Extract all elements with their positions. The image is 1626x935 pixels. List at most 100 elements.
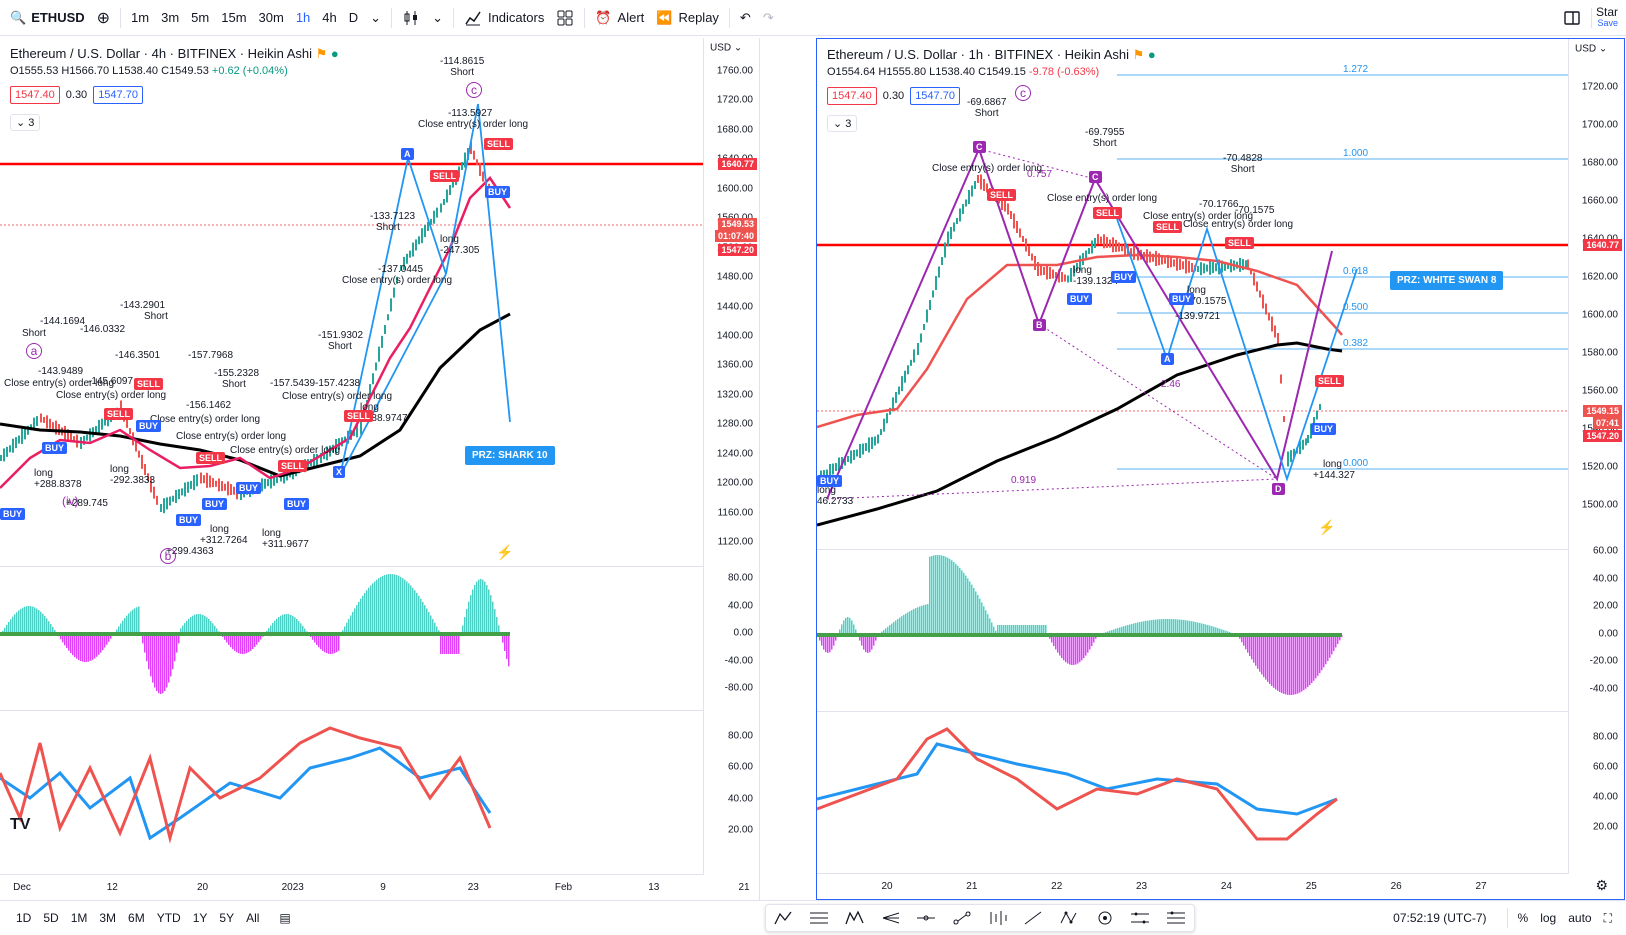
annotation: -139.9721 bbox=[1175, 311, 1221, 322]
replay-button[interactable]: ⏪ Replay bbox=[650, 4, 725, 32]
histogram-bar bbox=[204, 615, 206, 634]
price-tick: 1680.00 bbox=[716, 124, 753, 136]
time-axis[interactable]: Dec 12 20 2023 9 23 Feb 13 21 bbox=[0, 874, 750, 900]
interval-1m[interactable]: 1m bbox=[131, 10, 150, 25]
lightning-icon[interactable]: ⚡ bbox=[496, 544, 514, 560]
interval-5m[interactable]: 5m bbox=[191, 10, 210, 25]
drawing-tool-11[interactable] bbox=[1129, 908, 1151, 928]
interval-4h[interactable]: 4h bbox=[322, 10, 337, 25]
bar-style-dropdown[interactable]: ⌄ bbox=[426, 4, 449, 32]
candle bbox=[218, 478, 220, 492]
candle bbox=[196, 474, 198, 487]
candle bbox=[1197, 266, 1199, 272]
candle bbox=[1293, 448, 1295, 458]
drawing-tool-8[interactable] bbox=[1022, 908, 1044, 928]
log-toggle[interactable]: log bbox=[1540, 911, 1557, 925]
candle bbox=[427, 221, 429, 231]
symbol-search[interactable]: 🔍 ETHUSD bbox=[0, 4, 91, 32]
candle bbox=[1007, 203, 1009, 215]
time-tick: 20 bbox=[196, 882, 209, 893]
bar-style-button[interactable] bbox=[396, 4, 426, 32]
candle bbox=[871, 437, 873, 449]
interval-d[interactable]: D bbox=[348, 10, 359, 25]
left-chart-pane[interactable]: Ethereum / U.S. Dollar · 4h · BITFINEX ·… bbox=[0, 38, 760, 900]
layouts-button[interactable] bbox=[550, 4, 580, 32]
ask-button[interactable]: 1547.70 bbox=[910, 87, 960, 105]
right-chart-pane[interactable]: 1.272 1.000 0.618 0.500 0.382 0.000 Ethereum … bbox=[816, 38, 1625, 900]
undo-button[interactable]: ↶ bbox=[734, 4, 757, 32]
histogram-bar bbox=[334, 634, 336, 654]
interval-1h[interactable]: 1h bbox=[295, 10, 311, 25]
osc-tick: 80.00 bbox=[1592, 731, 1618, 743]
date-range-button[interactable]: ▤ bbox=[273, 911, 296, 925]
range-1y[interactable]: 1Y bbox=[192, 911, 208, 925]
drawing-tool-1[interactable] bbox=[773, 908, 795, 928]
clock-readout[interactable]: 07:52:19 (UTC-7) bbox=[1393, 911, 1487, 925]
price-axis[interactable]: USD ⌄ 1760.001720.001680.001640.001600.0… bbox=[703, 38, 759, 900]
range-1m[interactable]: 1M bbox=[70, 911, 88, 925]
range-all[interactable]: All bbox=[246, 911, 260, 925]
interval-3m[interactable]: 3m bbox=[161, 10, 180, 25]
range-5y[interactable]: 5Y bbox=[219, 911, 235, 925]
histogram-bar bbox=[1331, 635, 1333, 655]
histogram-bar bbox=[1189, 620, 1191, 635]
histogram-bar bbox=[498, 625, 500, 634]
range-1d[interactable]: 1D bbox=[16, 911, 32, 925]
histogram-bar bbox=[410, 585, 412, 634]
candle bbox=[230, 484, 232, 496]
indicators-button[interactable]: Indicators bbox=[458, 4, 550, 32]
fullscreen-button[interactable]: ⛶ bbox=[1598, 911, 1618, 926]
interval-dropdown[interactable]: ⌄ bbox=[364, 4, 387, 32]
range-ytd[interactable]: YTD bbox=[156, 911, 181, 925]
histogram-bar bbox=[284, 614, 286, 634]
alert-button[interactable]: ⏰ Alert bbox=[589, 4, 650, 32]
time-axis[interactable]: 20 21 22 23 24 25 26 27 bbox=[817, 873, 1569, 899]
candle bbox=[344, 436, 346, 443]
star-save-button[interactable]: Star Save bbox=[1596, 6, 1626, 29]
indicators-toggle[interactable]: ⌄ 3 bbox=[827, 115, 858, 132]
price-axis[interactable]: USD ⌄ 1720.001700.001680.001660.001640.0… bbox=[1568, 39, 1624, 899]
drawing-tool-2[interactable] bbox=[808, 908, 830, 928]
histogram-bar bbox=[352, 611, 354, 634]
range-6m[interactable]: 6M bbox=[128, 911, 145, 925]
chevron-down-icon: ⌄ bbox=[432, 9, 443, 25]
bid-button[interactable]: 1547.40 bbox=[827, 87, 877, 105]
candle bbox=[1245, 260, 1247, 269]
interval-30m[interactable]: 30m bbox=[258, 10, 284, 25]
histogram-bar bbox=[92, 634, 94, 660]
candle bbox=[959, 208, 961, 222]
candle bbox=[375, 362, 377, 371]
drawing-tool-5[interactable] bbox=[915, 908, 937, 928]
drawing-tool-12[interactable] bbox=[1165, 908, 1187, 928]
candle bbox=[1212, 262, 1214, 274]
candle bbox=[1130, 248, 1132, 256]
ask-button[interactable]: 1547.70 bbox=[93, 86, 143, 104]
drawing-tool-3[interactable] bbox=[844, 908, 866, 928]
histogram-bar bbox=[102, 634, 104, 651]
drawing-tool-6[interactable] bbox=[951, 908, 973, 928]
range-5d[interactable]: 5D bbox=[43, 911, 59, 925]
compare-button[interactable]: ⊕ bbox=[91, 4, 116, 32]
lightning-icon[interactable]: ⚡ bbox=[1318, 519, 1336, 535]
close-value: C1549.53 bbox=[161, 65, 209, 77]
range-3m[interactable]: 3M bbox=[99, 911, 117, 925]
histogram-bar bbox=[146, 634, 148, 662]
settings-gear-icon[interactable]: ⚙ bbox=[1595, 877, 1608, 893]
drawing-tool-7[interactable] bbox=[987, 908, 1009, 928]
panel-toggle-button[interactable] bbox=[1557, 4, 1587, 32]
histogram-bar bbox=[76, 634, 78, 659]
histogram-bar bbox=[1301, 635, 1303, 692]
drawing-tool-9[interactable] bbox=[1058, 908, 1080, 928]
histogram-bar bbox=[1033, 625, 1035, 635]
bid-button[interactable]: 1547.40 bbox=[10, 86, 60, 104]
price-label: 01:07:40 bbox=[714, 230, 757, 242]
drawing-tool-10[interactable] bbox=[1094, 908, 1116, 928]
indicators-toggle[interactable]: ⌄ 3 bbox=[10, 114, 41, 131]
interval-15m[interactable]: 15m bbox=[221, 10, 247, 25]
auto-toggle[interactable]: auto bbox=[1568, 911, 1592, 925]
redo-button[interactable]: ↷ bbox=[757, 4, 780, 32]
drawing-tool-4[interactable] bbox=[880, 908, 902, 928]
candle bbox=[403, 256, 405, 270]
histogram-bar bbox=[378, 578, 380, 634]
percent-toggle[interactable]: % bbox=[1517, 911, 1529, 925]
